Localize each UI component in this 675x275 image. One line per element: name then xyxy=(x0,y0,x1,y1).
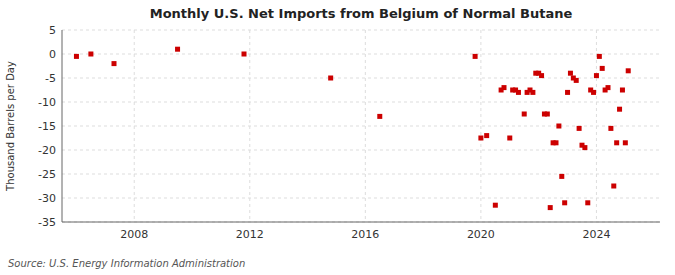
point xyxy=(522,112,527,117)
point xyxy=(242,52,247,57)
point xyxy=(626,68,631,73)
grid xyxy=(62,30,660,222)
grid-line xyxy=(62,222,660,223)
point xyxy=(175,47,180,52)
grid-line xyxy=(365,30,366,222)
source: Source: U.S. Energy Information Administ… xyxy=(8,258,245,269)
chart: 5 0 -5 -10 -15 -20 -25 -30 -35 2008 2012 2016 2020 20… xyxy=(0,0,675,275)
y-axis-label: Thousand Barrels per Day xyxy=(5,61,16,192)
point xyxy=(484,133,489,138)
point xyxy=(582,145,587,150)
point xyxy=(473,54,478,59)
point xyxy=(577,126,582,131)
x-axis xyxy=(62,222,660,223)
point xyxy=(559,174,564,179)
point xyxy=(556,124,561,129)
y-tick-label: -30 xyxy=(38,192,56,205)
point xyxy=(516,90,521,95)
grid-line xyxy=(62,198,660,199)
x-tick-label: 2020 xyxy=(467,228,495,241)
y-tick-label: -10 xyxy=(38,96,56,109)
point xyxy=(614,140,619,145)
title: Monthly U.S. Net Imports from Belgium of… xyxy=(150,6,573,21)
point xyxy=(328,76,333,81)
point xyxy=(574,78,579,83)
y-tick-label: -5 xyxy=(45,72,56,85)
point xyxy=(554,140,559,145)
points xyxy=(74,47,631,210)
point xyxy=(507,136,512,141)
y-axis xyxy=(62,30,63,222)
grid-line xyxy=(62,30,660,31)
y-tick-label: -35 xyxy=(38,216,56,229)
point xyxy=(585,200,590,205)
point xyxy=(568,71,573,76)
x-tick-label: 2024 xyxy=(582,228,610,241)
point xyxy=(502,85,507,90)
point xyxy=(606,85,611,90)
x-tick-label: 2016 xyxy=(351,228,379,241)
point xyxy=(74,54,79,59)
y-tick-label: -20 xyxy=(38,144,56,157)
y-tick-label: 0 xyxy=(49,48,56,61)
point xyxy=(617,107,622,112)
grid-line xyxy=(480,30,481,222)
point xyxy=(623,140,628,145)
point xyxy=(88,52,93,57)
point xyxy=(608,126,613,131)
point xyxy=(600,66,605,71)
point xyxy=(611,184,616,189)
point xyxy=(112,61,117,66)
point xyxy=(591,90,596,95)
point xyxy=(548,205,553,210)
point xyxy=(478,136,483,141)
grid-line xyxy=(62,102,660,103)
point xyxy=(530,90,535,95)
grid-line xyxy=(62,78,660,79)
point xyxy=(594,73,599,78)
grid-line xyxy=(249,30,250,222)
grid-line xyxy=(62,174,660,175)
y-tick-label: -25 xyxy=(38,168,56,181)
y-tick-label: -15 xyxy=(38,120,56,133)
grid-line xyxy=(62,150,660,151)
point xyxy=(539,73,544,78)
grid-line xyxy=(62,126,660,127)
x-tick-label: 2008 xyxy=(120,228,148,241)
point xyxy=(562,200,567,205)
x-tick-label: 2012 xyxy=(236,228,264,241)
grid-line xyxy=(596,30,597,222)
point xyxy=(545,112,550,117)
grid-line xyxy=(62,54,660,55)
point xyxy=(377,114,382,119)
point xyxy=(620,88,625,93)
point xyxy=(493,203,498,208)
point xyxy=(597,54,602,59)
y-tick-label: 5 xyxy=(49,24,56,37)
point xyxy=(565,90,570,95)
grid-line xyxy=(134,30,135,222)
